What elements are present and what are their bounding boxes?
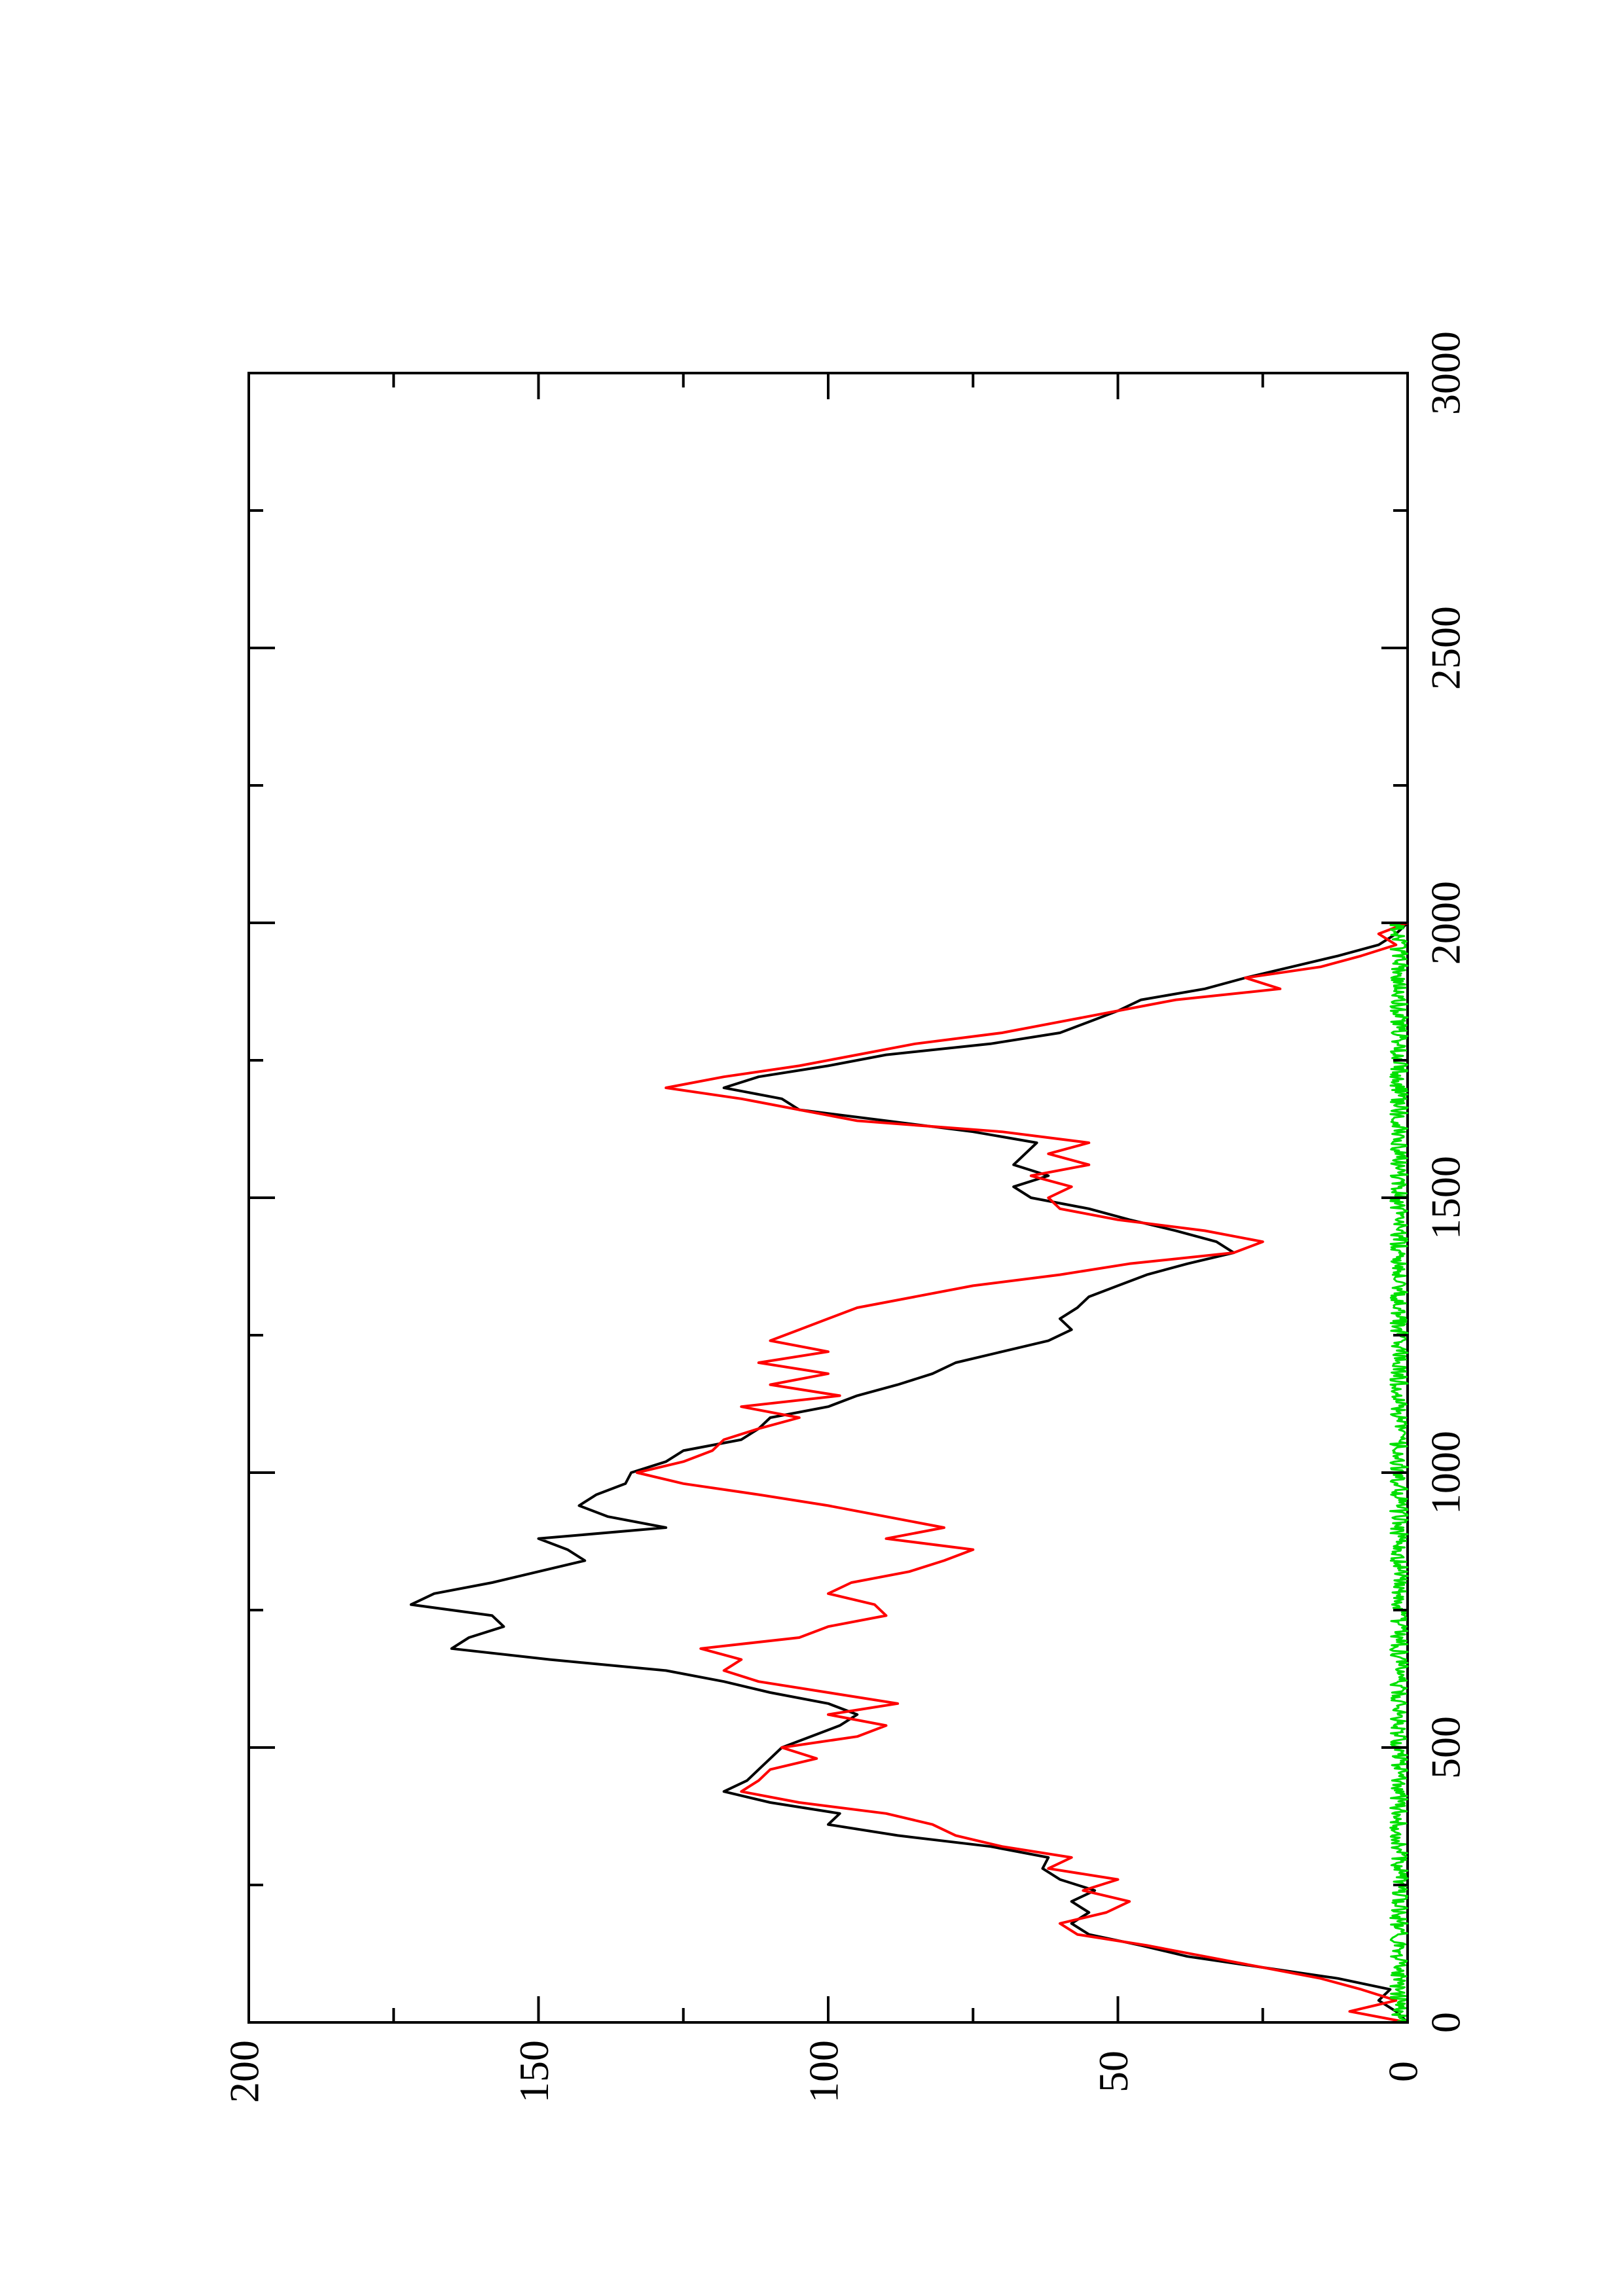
y-tick-label: 50 <box>1090 2051 1137 2092</box>
x-tick-label: 500 <box>1423 1716 1469 1779</box>
x-tick-label: 0 <box>1423 2012 1469 2033</box>
x-tick-label: 1500 <box>1423 1156 1469 1240</box>
plot-lines <box>409 922 1409 2024</box>
series-line-0 <box>409 922 1409 2024</box>
x-tick-label: 2500 <box>1423 606 1469 690</box>
x-tick-label: 3000 <box>1423 331 1469 415</box>
y-tick-label: 100 <box>801 2040 847 2103</box>
series-line-1 <box>636 922 1408 2024</box>
x-tick-label: 1000 <box>1423 1431 1469 1515</box>
x-axis: 0 500 1000 1500 2000 2500 3000 <box>249 331 1469 2033</box>
y-axis: 0 50 100 150 200 <box>221 373 1427 2103</box>
y-tick-label: 0 <box>1380 2061 1427 2082</box>
y-tick-label: 150 <box>511 2040 557 2103</box>
x-tick-label: 2000 <box>1423 881 1469 965</box>
y-tick-label: 200 <box>221 2040 268 2103</box>
plot-frame <box>247 372 1409 2024</box>
